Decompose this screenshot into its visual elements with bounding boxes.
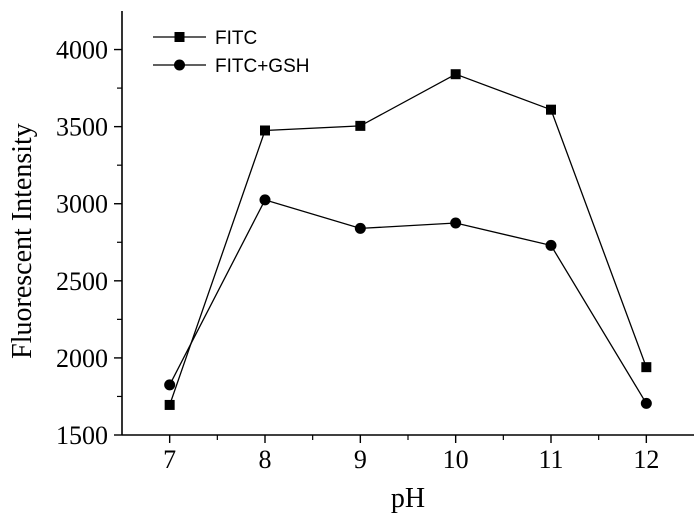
data-point bbox=[450, 69, 461, 80]
y-tick-label: 1500 bbox=[56, 421, 108, 450]
data-point bbox=[641, 362, 652, 373]
x-tick-label: 12 bbox=[633, 445, 659, 474]
legend-item: FITC bbox=[153, 28, 257, 49]
y-tick-label: 2000 bbox=[56, 344, 108, 373]
data-point bbox=[546, 104, 556, 115]
ticks: 1500 2000 2500 3000 3500 4000 7 8 9 10 11 12 bbox=[56, 36, 659, 474]
series-1 bbox=[164, 69, 652, 410]
series-line bbox=[169, 73, 647, 406]
data-point bbox=[164, 379, 176, 391]
data-point bbox=[640, 397, 652, 409]
data-point bbox=[260, 125, 270, 136]
data-point bbox=[259, 194, 271, 206]
data-point bbox=[355, 120, 366, 131]
legend: FITC FITC+GSH bbox=[153, 28, 309, 77]
legend-label: FITC bbox=[215, 28, 257, 49]
data-point bbox=[164, 399, 175, 410]
data-point bbox=[450, 217, 462, 229]
axes bbox=[121, 11, 694, 436]
y-tick-label: 3500 bbox=[56, 113, 108, 142]
legend-marker bbox=[174, 59, 185, 71]
data-point bbox=[545, 239, 557, 251]
series-line bbox=[169, 199, 647, 404]
x-tick-label: 10 bbox=[443, 445, 469, 474]
x-axis-title: pH bbox=[391, 483, 425, 514]
legend-marker bbox=[174, 32, 185, 42]
x-tick-label: 9 bbox=[354, 445, 367, 474]
y-tick-label: 2500 bbox=[56, 267, 108, 296]
series-group bbox=[164, 69, 652, 410]
legend-label: FITC+GSH bbox=[215, 56, 309, 77]
y-axis-title: Fluorescent Intensity bbox=[7, 123, 38, 359]
y-tick-label: 3000 bbox=[56, 190, 108, 219]
x-tick-label: 7 bbox=[163, 445, 176, 474]
y-tick-label: 4000 bbox=[56, 36, 108, 65]
series-2 bbox=[164, 194, 652, 409]
x-tick-label: 8 bbox=[259, 445, 272, 474]
x-tick-label: 11 bbox=[538, 445, 563, 474]
data-point bbox=[354, 222, 366, 234]
legend-item: FITC+GSH bbox=[153, 56, 309, 77]
